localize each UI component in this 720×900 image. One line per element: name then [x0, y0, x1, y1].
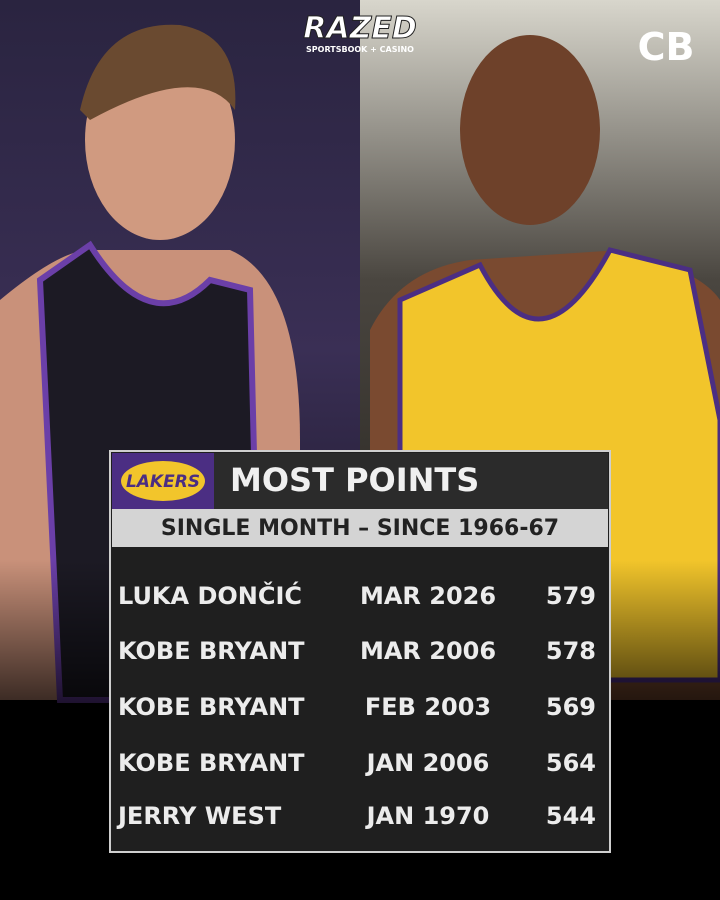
player-name: KOBE BRYANT [118, 693, 305, 721]
month: JAN 2006 [365, 749, 490, 777]
points: 544 [546, 802, 596, 830]
right-head [460, 35, 600, 225]
points: 564 [546, 749, 596, 777]
title-bar [214, 453, 608, 509]
player-name: JERRY WEST [116, 802, 282, 830]
month: MAR 2006 [360, 637, 496, 665]
points: 569 [546, 693, 596, 721]
brand-logo: RAZED [303, 11, 416, 46]
player-name: KOBE BRYANT [118, 637, 305, 665]
player-name: LUKA DONČIĆ [118, 580, 302, 610]
left-hair [80, 24, 236, 120]
table-logo: LAKERS [126, 472, 200, 492]
brand-tagline: SPORTSBOOK + CASINO [306, 45, 414, 54]
table-title: MOST POINTS [230, 461, 479, 499]
points: 578 [546, 637, 596, 665]
table-subtitle: SINGLE MONTH – SINCE 1966-67 [161, 516, 559, 541]
month: FEB 2003 [365, 693, 491, 721]
month: MAR 2026 [360, 582, 496, 610]
table-rows: LUKA DONČIĆ MAR 2026 579 KOBE BRYANT MAR 200… [116, 580, 596, 830]
points: 579 [546, 582, 596, 610]
subtitle-bar [112, 509, 608, 547]
corner-logo: CB [638, 25, 695, 69]
player-name: KOBE BRYANT [118, 749, 305, 777]
logo-ball [121, 461, 205, 501]
month: JAN 1970 [365, 802, 490, 830]
